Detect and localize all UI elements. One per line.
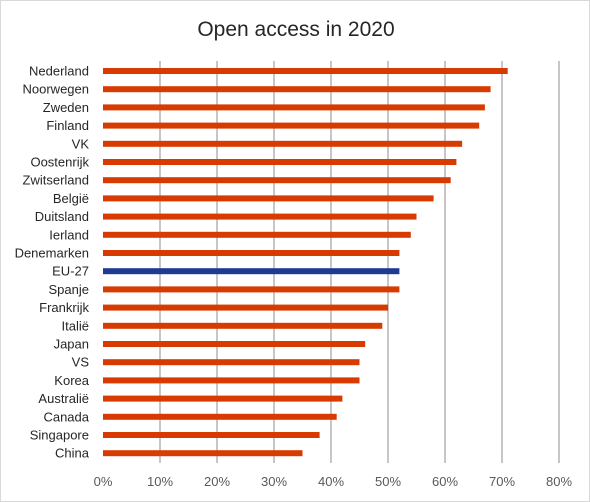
bar <box>103 286 400 293</box>
bar <box>103 395 343 402</box>
category-label: Spanje <box>49 282 89 297</box>
bar <box>103 104 485 111</box>
x-tick-label: 60% <box>432 474 458 489</box>
x-tick-label: 80% <box>546 474 572 489</box>
bar <box>103 231 411 238</box>
x-tick-label: 40% <box>318 474 344 489</box>
category-label: Korea <box>54 373 89 388</box>
category-label: Canada <box>43 409 89 424</box>
x-tick-label: 10% <box>147 474 173 489</box>
x-axis-tick-labels: 0% 10% 20% 30% 40% 50% 60% 70% 80% <box>94 474 573 489</box>
bar <box>103 213 417 220</box>
x-tick-label: 30% <box>261 474 287 489</box>
category-label: Oostenrijk <box>30 155 89 170</box>
bar <box>103 359 360 366</box>
x-tick-label: 20% <box>204 474 230 489</box>
category-label: België <box>53 191 89 206</box>
bar <box>103 122 480 129</box>
bar <box>103 432 320 438</box>
category-label: Denemarken <box>15 246 89 261</box>
gridlines <box>159 61 560 463</box>
bar <box>103 268 400 275</box>
x-tick-label: 70% <box>489 474 515 489</box>
bars <box>103 68 508 457</box>
category-label: Zweden <box>43 100 89 115</box>
bar <box>103 159 457 165</box>
category-label: China <box>55 446 90 461</box>
category-label: Italië <box>62 318 89 333</box>
category-label: Ierland <box>49 227 89 242</box>
bar <box>103 177 451 184</box>
category-label: Australië <box>38 391 89 406</box>
category-label: VS <box>72 355 90 370</box>
x-tick-label: 50% <box>375 474 401 489</box>
bar <box>103 413 337 420</box>
category-label: Noorwegen <box>23 82 90 97</box>
category-label: Singapore <box>30 428 89 443</box>
chart-title: Open access in 2020 <box>197 18 394 41</box>
category-labels: Nederland Noorwegen Zweden Finland VK Oostenr… <box>15 64 90 461</box>
bar <box>103 304 388 311</box>
bar <box>103 250 400 256</box>
x-tick-label: 0% <box>94 474 113 489</box>
category-label: EU-27 <box>52 264 89 279</box>
category-label: Zwitserland <box>23 173 89 188</box>
bar <box>103 86 491 93</box>
category-label: VK <box>72 136 90 151</box>
bar <box>103 68 508 74</box>
category-label: Japan <box>54 337 89 352</box>
category-label: Finland <box>46 118 89 133</box>
category-label: Frankrijk <box>39 300 89 315</box>
bar <box>103 195 434 202</box>
bar <box>103 140 463 147</box>
bar <box>103 377 360 384</box>
category-label: Duitsland <box>35 209 89 224</box>
bar <box>103 341 366 347</box>
category-label: Nederland <box>29 64 89 79</box>
bar <box>103 450 303 457</box>
bar <box>103 322 383 329</box>
